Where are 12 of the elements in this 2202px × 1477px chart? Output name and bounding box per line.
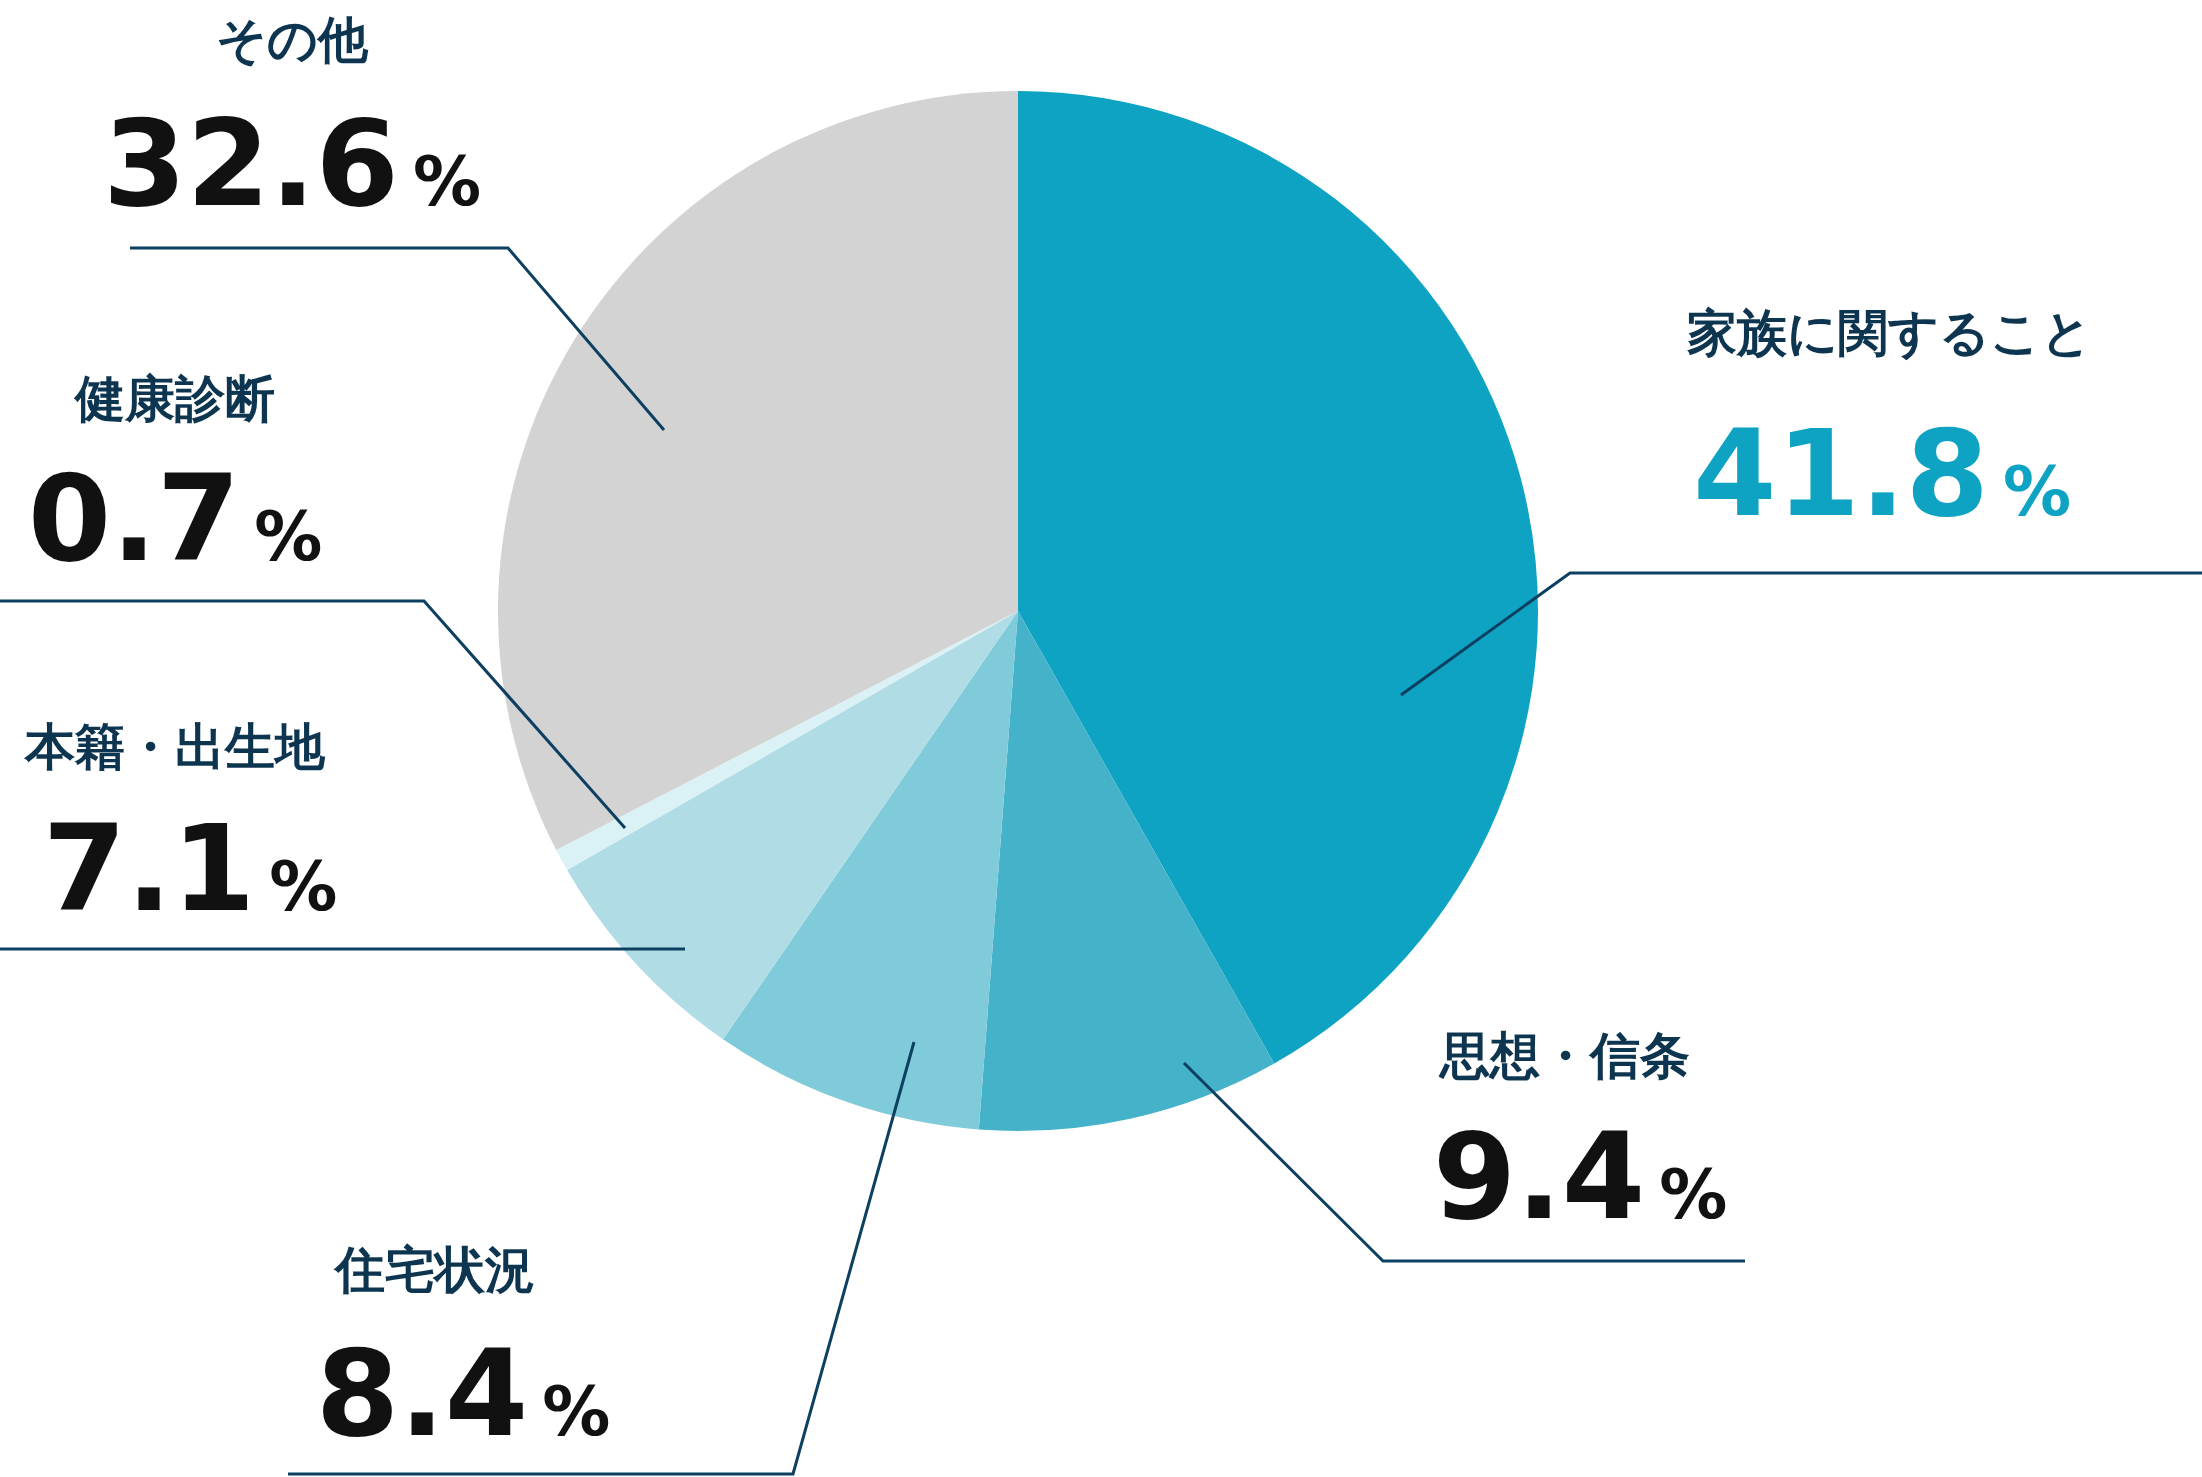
slice-label: 思想・信条 (1438, 1027, 1690, 1085)
slice-label: 本籍・出生地 (23, 718, 326, 776)
data-label: 7.1% (42, 799, 338, 938)
data-label: 32.6% (102, 94, 482, 233)
data-label: 9.4% (1432, 1107, 1728, 1246)
slice-label: 健康診断 (73, 370, 275, 428)
slice-label: 住宅状況 (333, 1241, 535, 1299)
data-label: 0.7% (27, 449, 323, 588)
data-label: 8.4% (315, 1324, 611, 1463)
data-label: 41.8% (1692, 404, 2072, 543)
slice-label: 家族に関すること (1686, 304, 2092, 362)
slice-label: その他 (216, 11, 369, 69)
